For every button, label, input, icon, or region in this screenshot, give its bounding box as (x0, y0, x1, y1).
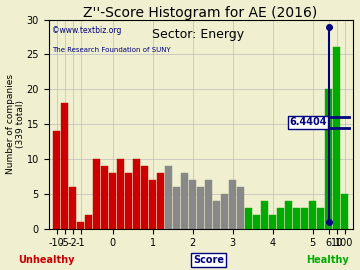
Bar (269, 215, 276, 228)
Bar (197, 187, 204, 228)
Bar (109, 173, 116, 228)
Bar (93, 159, 100, 228)
Bar (341, 194, 348, 228)
Bar (301, 208, 308, 228)
Bar (157, 173, 164, 228)
Bar (133, 159, 140, 228)
Bar (253, 215, 260, 228)
Bar (293, 208, 300, 228)
Bar (229, 180, 236, 228)
Bar (101, 166, 108, 228)
Text: Healthy: Healthy (306, 255, 349, 265)
Text: Score: Score (193, 255, 224, 265)
Bar (213, 201, 220, 228)
Text: The Research Foundation of SUNY: The Research Foundation of SUNY (51, 47, 170, 53)
Bar (325, 89, 332, 228)
Bar (149, 180, 156, 228)
Bar (205, 180, 212, 228)
Text: Unhealthy: Unhealthy (19, 255, 75, 265)
Bar (317, 208, 324, 228)
Bar (85, 215, 92, 228)
Bar (165, 166, 172, 228)
Bar (309, 201, 316, 228)
Bar (173, 187, 180, 228)
Bar (245, 208, 252, 228)
Y-axis label: Number of companies
(339 total): Number of companies (339 total) (5, 74, 25, 174)
Bar (189, 180, 196, 228)
Bar (333, 48, 340, 228)
Title: Z''-Score Histogram for AE (2016): Z''-Score Histogram for AE (2016) (84, 6, 318, 19)
Text: ©www.textbiz.org: ©www.textbiz.org (51, 26, 121, 35)
Bar (221, 194, 228, 228)
Bar (285, 201, 292, 228)
Bar (141, 166, 148, 228)
Bar (125, 173, 132, 228)
Bar (237, 187, 244, 228)
Bar (69, 187, 76, 228)
Bar (181, 173, 188, 228)
Bar (261, 201, 268, 228)
Bar (53, 131, 60, 228)
Text: 6.4404: 6.4404 (289, 117, 327, 127)
Bar (77, 222, 84, 228)
Text: Sector: Energy: Sector: Energy (152, 28, 244, 41)
Bar (277, 208, 284, 228)
Bar (61, 103, 68, 228)
Bar (117, 159, 124, 228)
